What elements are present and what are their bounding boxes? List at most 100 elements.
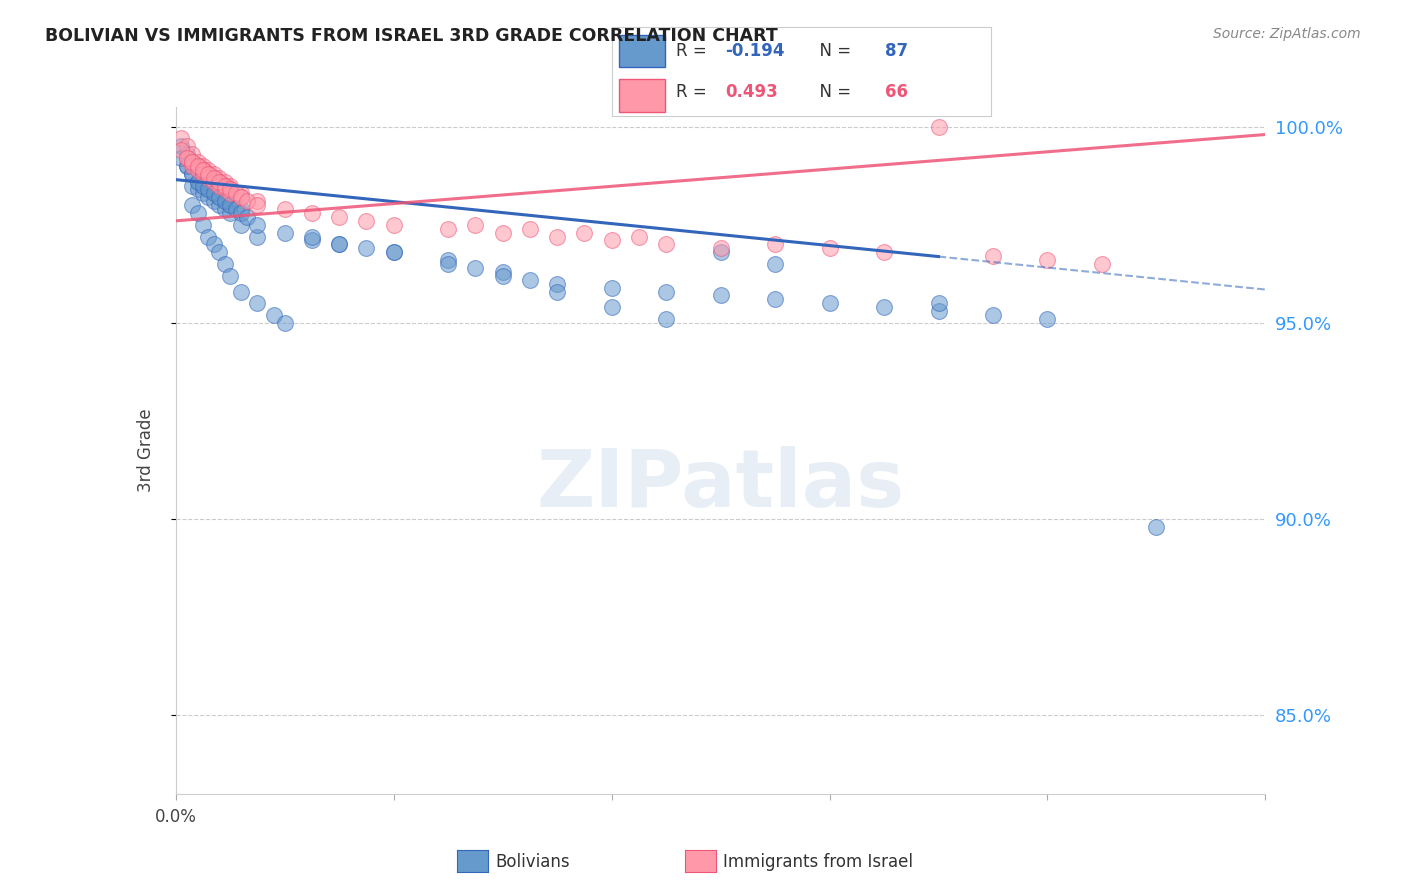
Point bbox=[197, 167, 219, 181]
Text: R =: R = bbox=[676, 42, 713, 60]
Point bbox=[197, 162, 219, 177]
Point bbox=[818, 296, 841, 310]
Point bbox=[225, 186, 247, 201]
Point bbox=[191, 186, 214, 201]
Point bbox=[197, 182, 219, 196]
Point bbox=[274, 202, 297, 216]
Point bbox=[492, 268, 515, 283]
Point bbox=[181, 155, 204, 169]
Point bbox=[181, 167, 204, 181]
Point bbox=[356, 241, 378, 255]
Point bbox=[208, 175, 231, 189]
Point bbox=[208, 175, 231, 189]
Point bbox=[191, 218, 214, 232]
Point bbox=[202, 167, 225, 181]
Point bbox=[176, 151, 198, 165]
Point bbox=[197, 170, 219, 185]
Point bbox=[274, 226, 297, 240]
Point bbox=[202, 237, 225, 252]
Point bbox=[208, 245, 231, 260]
Point bbox=[231, 285, 253, 299]
Point bbox=[437, 253, 460, 268]
Point bbox=[181, 155, 204, 169]
Point bbox=[170, 143, 193, 157]
Text: N =: N = bbox=[808, 42, 856, 60]
Point bbox=[328, 237, 350, 252]
Point bbox=[176, 147, 198, 161]
Text: 0.0%: 0.0% bbox=[155, 807, 197, 826]
Point bbox=[214, 202, 236, 216]
Text: Source: ZipAtlas.com: Source: ZipAtlas.com bbox=[1213, 27, 1361, 41]
Point bbox=[170, 151, 193, 165]
Text: N =: N = bbox=[808, 83, 856, 101]
Point bbox=[231, 190, 253, 204]
Point bbox=[1036, 253, 1059, 268]
Point bbox=[214, 178, 236, 193]
Point bbox=[231, 186, 253, 201]
Y-axis label: 3rd Grade: 3rd Grade bbox=[136, 409, 155, 492]
Point bbox=[710, 288, 733, 302]
Point bbox=[437, 221, 460, 235]
Point bbox=[231, 218, 253, 232]
Point bbox=[208, 175, 231, 189]
Text: 66: 66 bbox=[884, 83, 908, 101]
Point bbox=[208, 190, 231, 204]
Point bbox=[246, 218, 269, 232]
Point bbox=[191, 167, 214, 181]
Point bbox=[191, 159, 214, 173]
Text: R =: R = bbox=[676, 83, 717, 101]
Point bbox=[214, 182, 236, 196]
Point bbox=[274, 316, 297, 330]
Point bbox=[197, 229, 219, 244]
Point bbox=[546, 285, 568, 299]
Point bbox=[181, 147, 204, 161]
Point bbox=[492, 226, 515, 240]
FancyBboxPatch shape bbox=[619, 35, 665, 67]
Point bbox=[928, 304, 950, 318]
Text: -0.194: -0.194 bbox=[725, 42, 785, 60]
Point bbox=[519, 273, 541, 287]
Point bbox=[763, 237, 786, 252]
Point bbox=[655, 312, 678, 326]
Point bbox=[219, 186, 242, 201]
Point bbox=[235, 210, 257, 224]
Point bbox=[246, 198, 269, 212]
Point bbox=[981, 308, 1004, 322]
Point bbox=[197, 167, 219, 181]
Point bbox=[186, 182, 209, 196]
Point bbox=[546, 277, 568, 291]
Point bbox=[181, 155, 204, 169]
Point bbox=[219, 206, 242, 220]
Point bbox=[191, 162, 214, 177]
Point bbox=[301, 229, 323, 244]
Point bbox=[600, 234, 623, 248]
Point bbox=[231, 206, 253, 220]
Point bbox=[176, 139, 198, 153]
Point bbox=[246, 296, 269, 310]
Point bbox=[492, 265, 515, 279]
Point bbox=[600, 300, 623, 314]
FancyBboxPatch shape bbox=[619, 79, 665, 112]
Point bbox=[1144, 520, 1167, 534]
Point bbox=[928, 296, 950, 310]
Point bbox=[170, 139, 193, 153]
Point bbox=[873, 245, 896, 260]
Point bbox=[928, 120, 950, 134]
Point bbox=[219, 268, 242, 283]
Text: 0.493: 0.493 bbox=[725, 83, 779, 101]
Point bbox=[231, 190, 253, 204]
Point bbox=[382, 218, 405, 232]
Point bbox=[176, 151, 198, 165]
Point bbox=[186, 155, 209, 169]
Point bbox=[519, 221, 541, 235]
Point bbox=[763, 293, 786, 307]
Point bbox=[763, 257, 786, 271]
Point bbox=[186, 159, 209, 173]
Point bbox=[214, 257, 236, 271]
Point bbox=[191, 178, 214, 193]
Text: BOLIVIAN VS IMMIGRANTS FROM ISRAEL 3RD GRADE CORRELATION CHART: BOLIVIAN VS IMMIGRANTS FROM ISRAEL 3RD G… bbox=[45, 27, 778, 45]
Point bbox=[219, 182, 242, 196]
Text: Bolivians: Bolivians bbox=[495, 853, 569, 871]
Point bbox=[202, 170, 225, 185]
Point bbox=[176, 159, 198, 173]
